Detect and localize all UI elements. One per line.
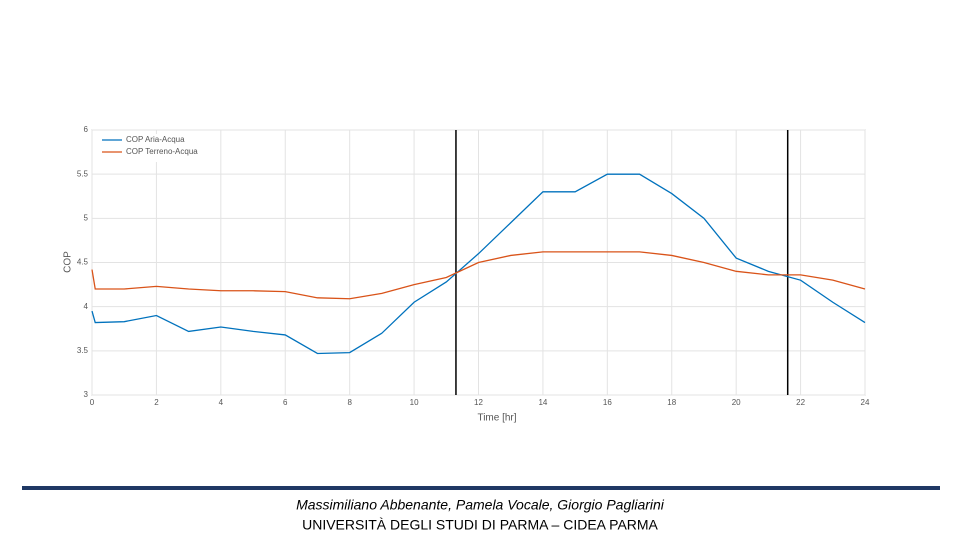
y-tick-label: 3.5 xyxy=(77,346,89,355)
x-tick-label: 2 xyxy=(154,398,159,407)
footer-rule xyxy=(22,486,940,490)
x-tick-label: 8 xyxy=(347,398,352,407)
legend-label: COP Terreno-Acqua xyxy=(126,147,198,156)
x-tick-label: 12 xyxy=(474,398,483,407)
y-tick-label: 4.5 xyxy=(77,258,89,267)
y-tick-label: 3 xyxy=(84,390,89,399)
series-line xyxy=(91,173,866,355)
x-tick-label: 0 xyxy=(90,398,95,407)
legend-box xyxy=(100,134,218,162)
footer-affiliation: UNIVERSITÀ DEGLI STUDI DI PARMA – CIDEA … xyxy=(302,517,658,533)
y-tick-label: 5 xyxy=(84,213,89,222)
x-tick-label: 22 xyxy=(796,398,805,407)
legend-label: COP Aria-Acqua xyxy=(126,135,185,144)
footer-authors: Massimiliano Abbenante, Pamela Vocale, G… xyxy=(296,497,665,513)
x-axis-label: Time [hr] xyxy=(477,413,516,424)
x-tick-label: 20 xyxy=(732,398,741,407)
x-tick-label: 14 xyxy=(538,398,547,407)
x-tick-label: 4 xyxy=(219,398,224,407)
y-tick-label: 4 xyxy=(84,302,89,311)
x-tick-label: 24 xyxy=(861,398,870,407)
x-tick-label: 10 xyxy=(410,398,419,407)
series-line xyxy=(91,251,866,300)
y-axis-label: COP xyxy=(63,251,74,273)
x-tick-label: 6 xyxy=(283,398,288,407)
y-tick-label: 5.5 xyxy=(77,169,89,178)
x-tick-label: 18 xyxy=(667,398,676,407)
x-tick-label: 16 xyxy=(603,398,612,407)
y-tick-label: 6 xyxy=(84,125,89,134)
